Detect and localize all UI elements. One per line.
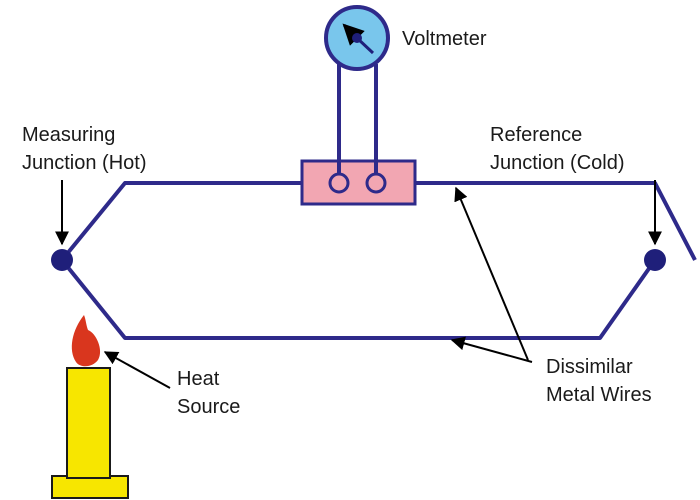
terminal-right (365, 172, 387, 194)
measuring-junction (51, 249, 73, 271)
dissimilar-wires-label-line1: Dissimilar (546, 356, 633, 378)
voltmeter-label: Voltmeter (402, 28, 487, 50)
reference-junction-label-line2: Junction (Cold) (490, 152, 625, 174)
wire-arrow-lower (450, 336, 533, 363)
measuring-junction-label-line2: Junction (Hot) (22, 152, 147, 174)
dissimilar-wires-label-line2: Metal Wires (546, 384, 652, 406)
heat-source-label-line2: Source (177, 396, 240, 418)
terminal-left (328, 172, 350, 194)
voltmeter-icon (324, 5, 390, 71)
flame-icon (71, 315, 101, 367)
reference-junction (644, 249, 666, 271)
lower-wire (60, 258, 657, 340)
measuring-junction-label-line1: Measuring (22, 124, 115, 146)
reference-junction-label-line1: Reference (490, 124, 582, 146)
heat-arrow (103, 351, 171, 389)
heat-source-label-line1: Heat (177, 368, 220, 390)
candle-icon (51, 367, 129, 499)
wire-arrow-upper (454, 186, 529, 361)
terminal-block (300, 159, 417, 206)
